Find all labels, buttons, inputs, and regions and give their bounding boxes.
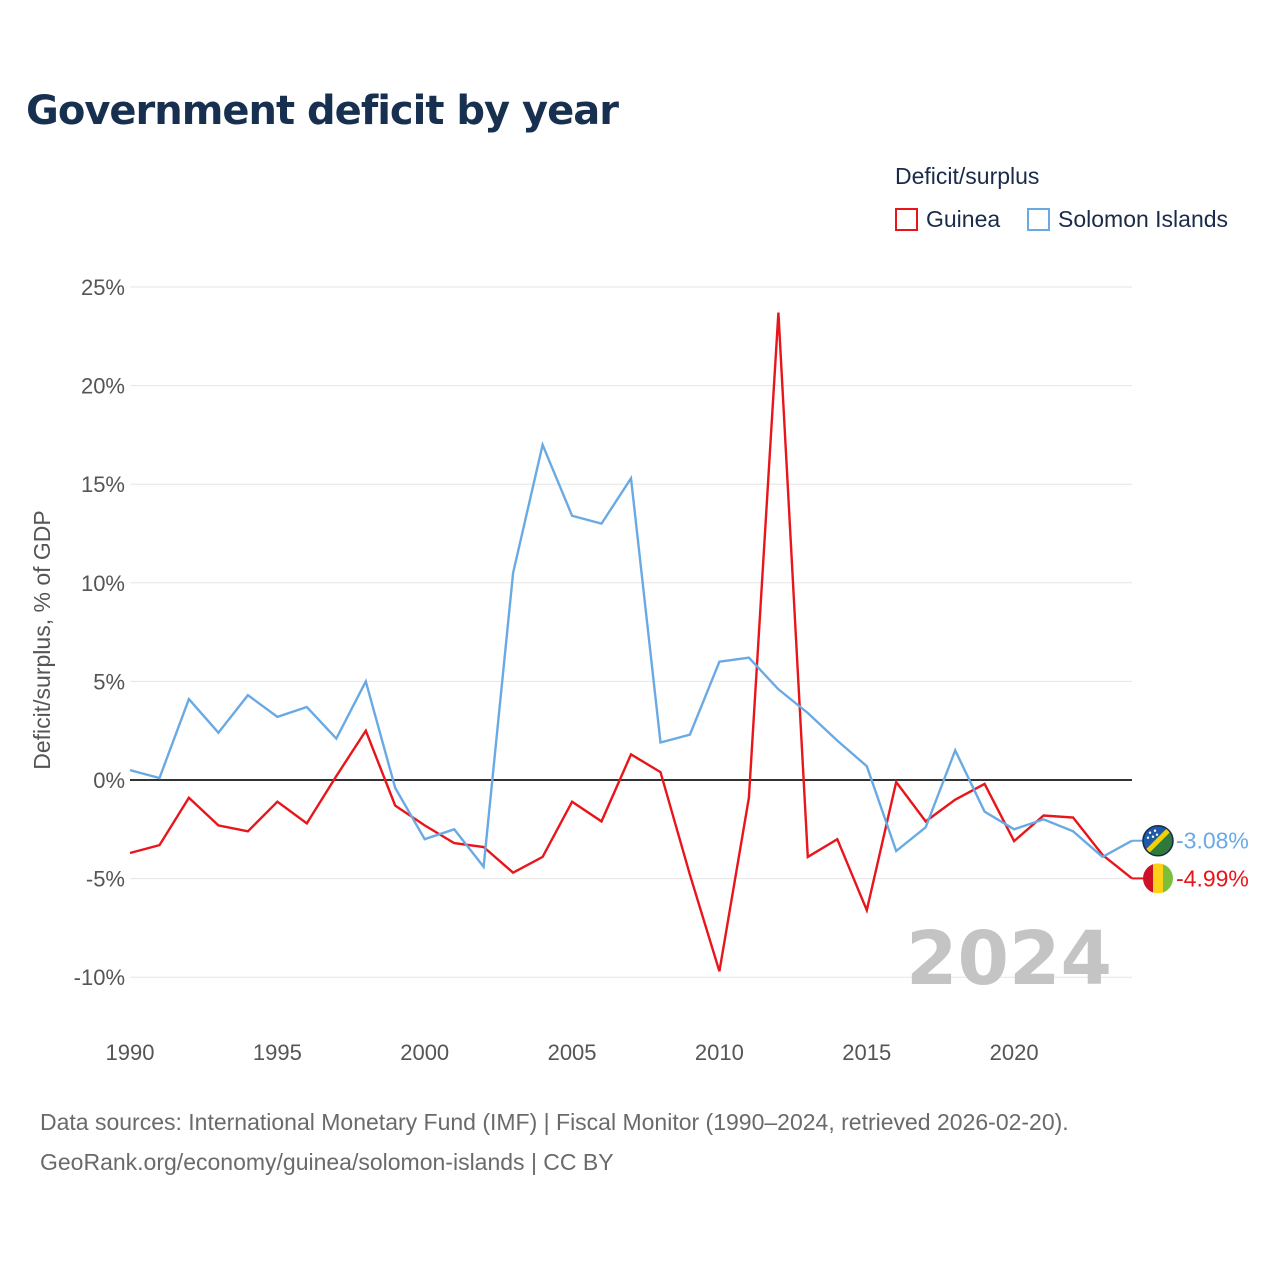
year-watermark: 2024 <box>906 916 1112 1002</box>
page-title: Government deficit by year <box>26 88 619 134</box>
y-tick-label: 25% <box>81 275 125 300</box>
legend-label-guinea: Guinea <box>926 206 1001 232</box>
y-tick-label: -5% <box>86 867 125 892</box>
footer-link[interactable]: GeoRank.org/economy/guinea/solomon-islan… <box>40 1149 614 1175</box>
x-tick-label: 2015 <box>842 1040 891 1065</box>
x-tick-label: 1995 <box>253 1040 302 1065</box>
footer-source: Data sources: International Monetary Fun… <box>40 1109 1069 1135</box>
x-tick-label: 1990 <box>106 1040 155 1065</box>
legend-label-solomon-islands: Solomon Islands <box>1058 206 1229 232</box>
end-label-solomon-islands: -3.08% <box>1176 828 1249 854</box>
chart-area: -10% -5% 0% 5% 10% 15% 20% 25% 1990 1995 2000 2005 2… <box>29 275 1249 1065</box>
y-tick-label: 20% <box>81 374 125 399</box>
series-lines <box>129 312 1133 972</box>
x-tick-label: 2010 <box>695 1040 744 1065</box>
gridlines <box>130 286 1132 978</box>
guinea-flag-icon <box>1143 863 1173 894</box>
y-tick-label: -10% <box>74 965 125 990</box>
y-axis-title: Deficit/surplus, % of GDP <box>29 510 55 769</box>
solomon-islands-flag-icon <box>1142 824 1174 857</box>
x-tick-label: 2000 <box>400 1040 449 1065</box>
y-tick-label: 15% <box>81 472 125 497</box>
legend-title: Deficit/surplus <box>895 163 1040 189</box>
legend-swatch-guinea <box>895 208 918 231</box>
legend-item-solomon-islands[interactable]: Solomon Islands <box>1027 206 1228 233</box>
legend-item-guinea[interactable]: Guinea <box>895 206 1000 233</box>
y-tick-label: 10% <box>81 571 125 596</box>
x-tick-label: 2005 <box>548 1040 597 1065</box>
x-tick-label: 2020 <box>990 1040 1039 1065</box>
series-line-solomon-islands[interactable] <box>129 440 1133 870</box>
end-markers: -3.08% -4.99% <box>1132 824 1249 894</box>
axes: -10% -5% 0% 5% 10% 15% 20% 25% 1990 1995 2000 2005 2… <box>74 275 1132 1065</box>
y-tick-label: 5% <box>93 669 125 694</box>
series-line-guinea[interactable] <box>129 312 1133 972</box>
end-label-guinea: -4.99% <box>1176 865 1249 891</box>
legend-swatch-solomon-islands <box>1027 208 1050 231</box>
y-tick-label: 0% <box>93 768 125 793</box>
